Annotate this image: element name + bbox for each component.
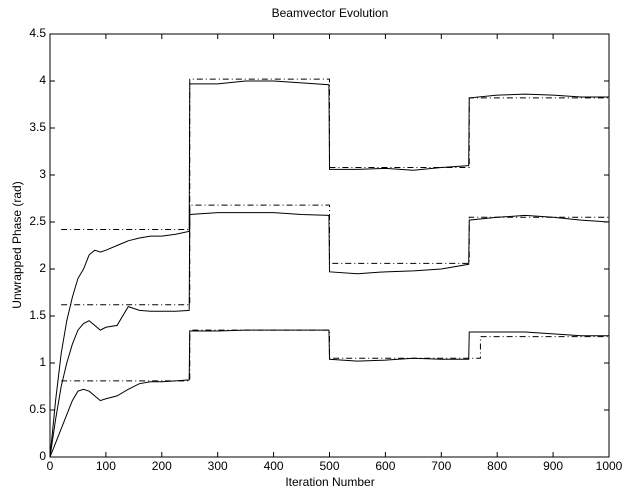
x-tick-label: 700	[431, 459, 451, 473]
y-tick-label: 1	[39, 355, 46, 369]
y-tick-label: 3	[39, 167, 46, 181]
line-series	[61, 78, 609, 231]
x-tick-label: 200	[152, 459, 172, 473]
x-tick-label: 0	[47, 459, 54, 473]
y-tick-label: 0.5	[29, 402, 46, 416]
x-tick-label: 900	[543, 459, 563, 473]
chart-title: Beamvector Evolution	[272, 6, 389, 20]
x-tick-label: 600	[375, 459, 395, 473]
x-tick-label: 500	[319, 459, 339, 473]
y-tick-label: 4	[39, 73, 46, 87]
line-series	[49, 329, 609, 458]
x-tick-label: 100	[96, 459, 116, 473]
x-tick-label: 400	[264, 459, 284, 473]
line-series	[61, 329, 609, 382]
y-tick-label: 0	[39, 449, 46, 463]
x-tick-label: 1000	[596, 459, 623, 473]
y-tick-label: 2.5	[29, 214, 46, 228]
line-series	[61, 204, 609, 306]
x-tick-label: 800	[487, 459, 507, 473]
x-axis-label: Iteration Number	[285, 475, 374, 489]
x-tick-label: 300	[208, 459, 228, 473]
y-tick-label: 3.5	[29, 120, 46, 134]
y-tick-label: 1.5	[29, 308, 46, 322]
y-axis-label: Unwrapped Phase (rad)	[10, 181, 24, 308]
y-tick-label: 4.5	[29, 26, 46, 40]
y-tick-label: 2	[39, 261, 46, 275]
